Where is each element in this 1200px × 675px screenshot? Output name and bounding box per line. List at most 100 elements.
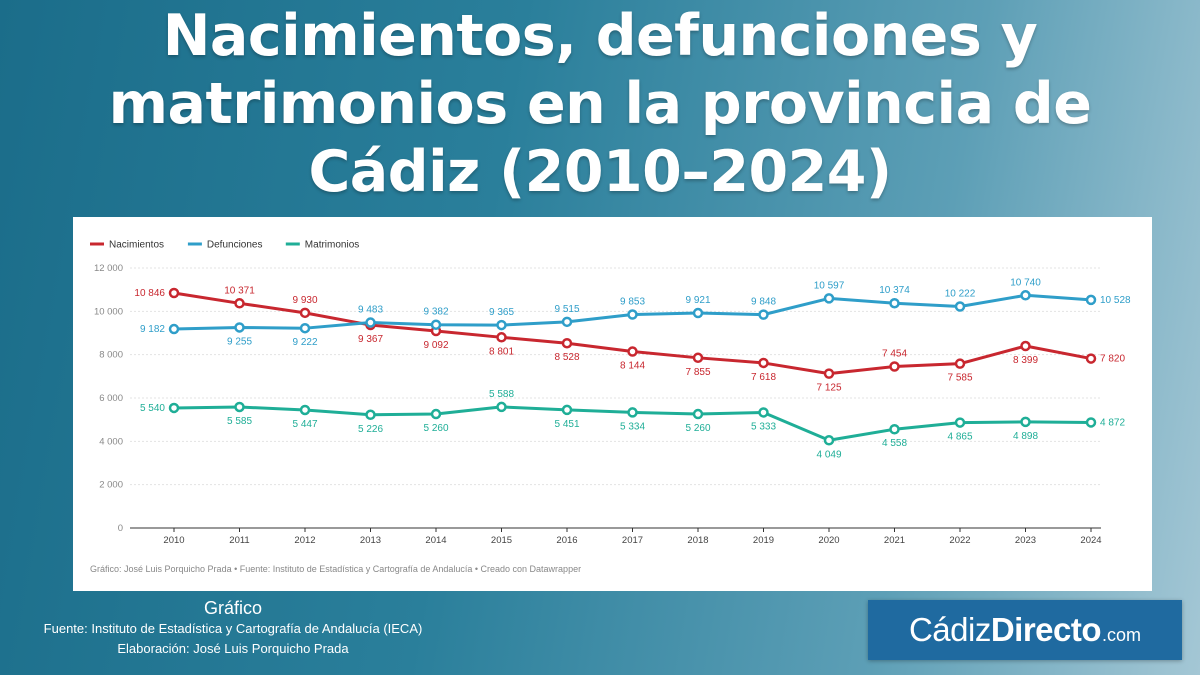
data-label: 10 740: [1010, 277, 1041, 288]
data-label: 9 222: [292, 337, 317, 348]
data-point: [692, 352, 704, 364]
data-point: [234, 401, 245, 413]
data-label: 5 585: [227, 416, 252, 427]
data-point: [954, 417, 966, 428]
data-label: 8 399: [1013, 355, 1038, 366]
data-point: [889, 297, 900, 309]
data-label: 7 820: [1100, 354, 1125, 365]
footer-author: Elaboración: José Luis Porquicho Prada: [117, 641, 349, 656]
data-point: [823, 293, 835, 304]
data-point: [1020, 340, 1031, 352]
data-label: 10 222: [945, 289, 976, 300]
x-tick-label: 2020: [818, 535, 839, 546]
x-tick-label: 2017: [622, 535, 643, 546]
y-tick-label: 6 000: [99, 393, 123, 404]
data-point: [692, 408, 704, 420]
footer-heading: Gráfico: [203, 598, 263, 618]
y-tick-label: 10 000: [94, 306, 123, 317]
data-label: 8 801: [489, 346, 514, 357]
y-tick-label: 12 000: [94, 263, 123, 274]
data-point: [692, 307, 704, 319]
data-label: 9 921: [685, 295, 710, 306]
data-label: 5 334: [620, 421, 645, 432]
data-label: 5 333: [751, 421, 776, 432]
data-label: 4 865: [947, 432, 972, 443]
legend-entry: Matrimonios: [305, 240, 359, 251]
data-point: [627, 309, 638, 320]
data-label: 9 367: [358, 334, 383, 345]
x-tick-label: 2019: [753, 535, 774, 546]
data-label: 5 540: [140, 403, 165, 414]
data-label: 5 451: [554, 419, 579, 430]
data-point: [1085, 294, 1097, 306]
data-point: [1020, 416, 1031, 428]
legend-entry: Nacimientos: [109, 240, 164, 251]
data-label: 9 182: [140, 324, 165, 335]
data-label: 9 930: [292, 295, 317, 306]
x-tick-label: 2023: [1015, 535, 1036, 546]
data-point: [299, 404, 311, 416]
data-point: [1085, 417, 1097, 428]
cadizdirecto-logo: Cádiz Directo .com: [868, 600, 1182, 660]
data-label: 9 092: [423, 340, 448, 351]
data-label: 5 260: [423, 423, 448, 434]
data-point: [234, 322, 245, 333]
data-label: 8 144: [620, 361, 645, 372]
data-label: 4 872: [1100, 417, 1125, 428]
data-label: 9 483: [358, 305, 383, 316]
data-point: [1020, 290, 1031, 301]
logo-text-directo: Directo: [990, 611, 1102, 648]
data-point: [299, 322, 311, 334]
data-point: [758, 407, 769, 418]
data-point: [561, 337, 573, 349]
data-label: 9 255: [227, 336, 252, 347]
data-label: 10 374: [879, 285, 910, 296]
y-tick-label: 0: [118, 523, 123, 534]
data-label: 4 049: [816, 449, 841, 460]
data-point: [561, 404, 573, 416]
data-label: 7 585: [947, 373, 972, 384]
data-label: 9 382: [423, 307, 448, 318]
data-label: 10 371: [224, 285, 255, 296]
data-point: [430, 319, 442, 330]
data-point: [496, 401, 507, 413]
data-label: 4 898: [1013, 431, 1038, 442]
x-tick-label: 2021: [884, 535, 905, 546]
data-point: [889, 423, 900, 435]
x-tick-label: 2016: [556, 535, 577, 546]
x-tick-label: 2014: [425, 535, 446, 546]
data-point: [823, 368, 835, 379]
data-label: 5 588: [489, 389, 514, 400]
data-label: 7 618: [751, 372, 776, 383]
data-label: 7 855: [685, 367, 710, 378]
data-point: [889, 361, 900, 372]
data-label: 7 454: [882, 348, 907, 359]
y-tick-label: 4 000: [99, 436, 123, 447]
chart-panel: 0 2 000 4 000 6 000 8 000 10 000 12 000 2010 201…: [73, 217, 1152, 591]
x-tick-label: 2013: [360, 535, 381, 546]
x-tick-label: 2024: [1080, 535, 1101, 546]
data-point: [168, 287, 180, 299]
chart-credit: Gráfico: José Luis Porquicho Prada • Fue…: [90, 564, 581, 574]
title-line-3: Cádiz (2010–2024): [308, 139, 892, 205]
footer-source: Gráfico Fuente: Instituto de Estadística…: [40, 597, 426, 659]
data-label: 9 848: [751, 297, 776, 308]
logo-text-cadiz: Cádiz: [908, 611, 991, 648]
data-label: 10 597: [814, 280, 845, 291]
data-label: 5 260: [685, 423, 710, 434]
data-label: 4 558: [882, 438, 907, 449]
x-tick-label: 2010: [163, 535, 184, 546]
data-point: [758, 357, 769, 369]
data-point: [627, 346, 638, 357]
data-point: [168, 323, 180, 335]
x-tick-label: 2012: [294, 535, 315, 546]
data-label: 9 365: [489, 307, 514, 318]
data-point: [234, 298, 245, 309]
data-point: [299, 307, 311, 319]
data-point: [561, 316, 573, 328]
data-point: [823, 435, 835, 446]
title-line-1: Nacimientos, defunciones y: [162, 3, 1038, 69]
y-tick-label: 8 000: [99, 350, 123, 361]
data-point: [758, 309, 769, 320]
x-tick-label: 2018: [687, 535, 708, 546]
